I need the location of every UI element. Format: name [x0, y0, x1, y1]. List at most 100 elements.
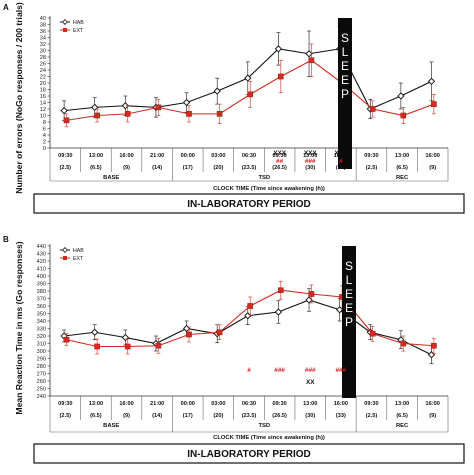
data-point: [63, 117, 70, 124]
y-tick-label: 250: [37, 387, 46, 393]
legend-label: HAB: [73, 20, 84, 26]
y-tick-label: 340: [37, 319, 46, 325]
x-tick-label: 03:00: [211, 401, 225, 407]
data-point: [124, 343, 131, 350]
data-point: [124, 111, 131, 117]
y-tick-label: 30: [40, 49, 46, 55]
sleep-letter: E: [345, 287, 353, 301]
group-label: TSD: [259, 175, 271, 181]
group-label: TSD: [259, 423, 271, 429]
time-since-awakening: (26.5): [272, 413, 287, 419]
data-point: [91, 328, 99, 336]
y-tick-label: 16: [40, 94, 46, 100]
significance-red: ###: [336, 367, 347, 374]
time-since-awakening: (30): [305, 165, 315, 171]
y-tick-label: 26: [40, 62, 46, 68]
time-since-awakening: (6.5): [90, 413, 102, 419]
series-line: [66, 59, 343, 121]
significance-red: #: [339, 158, 343, 165]
y-tick-label: 320: [37, 334, 46, 340]
x-tick-label: 06:30: [242, 401, 256, 407]
y-tick-label: 390: [37, 282, 46, 288]
sleep-letter: L: [342, 45, 349, 59]
y-tick-label: 410: [37, 267, 46, 273]
y-tick-label: 36: [40, 29, 46, 35]
x-tick-label: 06:30: [242, 153, 256, 159]
y-tick-label: 2: [43, 140, 46, 146]
time-since-awakening: (20): [213, 413, 223, 419]
time-since-awakening: (2.5): [60, 413, 72, 419]
data-point: [216, 329, 223, 336]
data-point: [60, 106, 68, 115]
x-tick-label: 03:00: [211, 153, 225, 159]
data-point: [308, 57, 315, 64]
data-point: [155, 342, 162, 349]
x-tick-label: 16:00: [119, 401, 133, 407]
y-tick-label: 440: [37, 244, 46, 250]
data-point: [400, 340, 407, 347]
sleep-letter: E: [341, 59, 349, 73]
time-since-awakening: (9): [429, 413, 436, 419]
data-point: [397, 92, 405, 100]
time-since-awakening: (6.5): [396, 165, 408, 171]
group-label: BASE: [103, 175, 119, 181]
x-tick-label: 13:00: [303, 401, 317, 407]
time-since-awakening: (23.5): [242, 165, 257, 171]
y-tick-label: 6: [43, 127, 46, 133]
sleep-letter: L: [346, 273, 353, 287]
data-point: [94, 343, 100, 350]
y-tick-label: 20: [40, 81, 46, 87]
period-label: IN-LABORATORY PERIOD: [187, 449, 311, 460]
y-tick-label: 300: [37, 349, 46, 355]
data-point: [216, 111, 223, 117]
time-since-awakening: (9): [123, 413, 130, 419]
time-since-awakening: (9): [429, 165, 436, 171]
data-point: [274, 45, 283, 53]
y-tick-label: 330: [37, 327, 46, 333]
data-point: [182, 98, 191, 107]
time-since-awakening: (17): [183, 165, 193, 171]
x-axis-label: CLOCK TIME (Time since awakening (h)): [213, 186, 325, 192]
series-line: [341, 296, 434, 347]
data-point: [308, 291, 315, 297]
legend-marker: [62, 19, 68, 25]
y-tick-label: 40: [40, 16, 46, 22]
sleep-letter: E: [341, 73, 349, 87]
y-tick-label: 290: [37, 357, 46, 363]
time-since-awakening: (14): [152, 165, 162, 171]
time-since-awakening: (2.5): [366, 413, 378, 419]
y-tick-label: 360: [37, 304, 46, 310]
y-tick-label: 12: [40, 107, 46, 113]
sleep-letter: P: [345, 315, 353, 329]
significance-red: ###: [305, 158, 316, 165]
y-tick-label: 430: [37, 252, 46, 258]
x-tick-label: 09:30: [272, 401, 286, 407]
y-tick-label: 280: [37, 364, 46, 370]
significance-red: ###: [274, 367, 285, 374]
x-tick-label: 13:00: [395, 153, 409, 159]
significance-black: XXX: [334, 150, 348, 157]
y-tick-label: 10: [40, 114, 46, 120]
data-point: [278, 73, 284, 80]
x-tick-label: 21:00: [150, 401, 164, 407]
x-tick-label: 16:00: [426, 401, 440, 407]
data-point: [186, 111, 192, 117]
y-tick-label: 260: [37, 379, 46, 385]
x-tick-label: 13:00: [89, 153, 103, 159]
significance-black: XX: [306, 379, 315, 386]
data-point: [278, 287, 284, 294]
data-point: [431, 342, 437, 349]
time-since-awakening: (26.5): [272, 165, 287, 171]
data-point: [121, 102, 129, 110]
data-point: [400, 112, 407, 119]
series-line: [66, 289, 343, 348]
panel-letter: A: [3, 3, 9, 12]
y-tick-label: 240: [37, 394, 46, 400]
y-tick-label: 420: [37, 259, 46, 265]
y-tick-label: 0: [43, 146, 46, 152]
time-since-awakening: (6.5): [396, 413, 408, 419]
y-tick-label: 28: [40, 55, 46, 61]
significance-red: ##: [276, 158, 284, 165]
y-tick-label: 400: [37, 274, 46, 280]
